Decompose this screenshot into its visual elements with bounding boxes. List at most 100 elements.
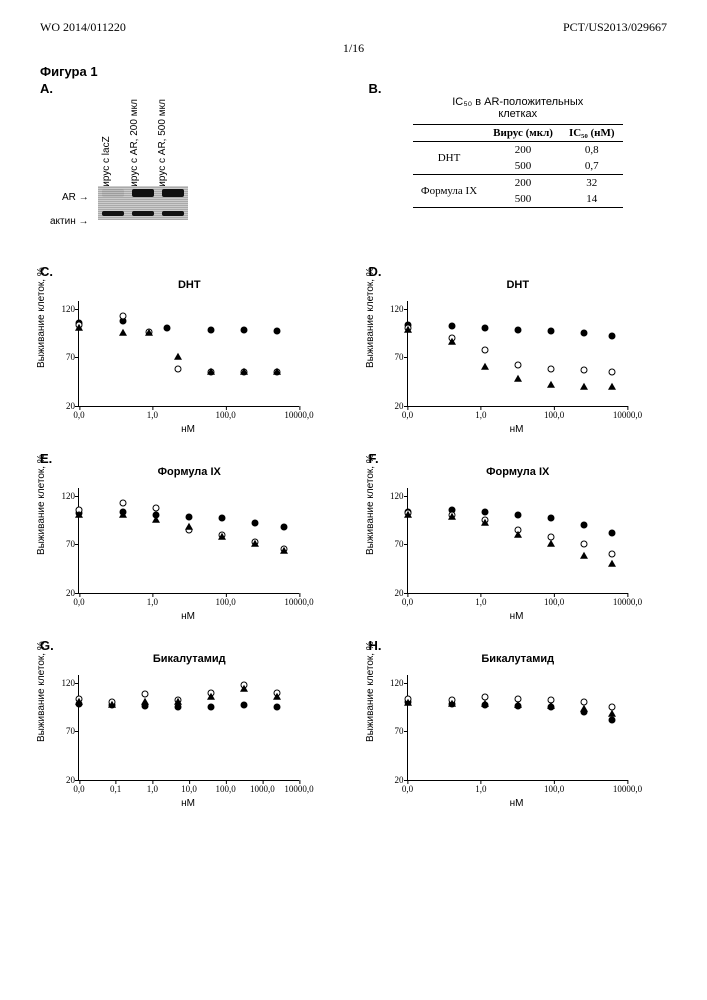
- y-axis-label: Выживание клеток, %: [365, 454, 376, 555]
- data-point: [175, 366, 182, 373]
- data-point: [120, 312, 127, 319]
- data-point: [580, 541, 587, 548]
- data-point: [241, 702, 248, 709]
- y-axis-label: Выживание клеток, %: [36, 267, 47, 368]
- y-axis-label: Выживание клеток, %: [36, 641, 47, 742]
- data-point: [448, 513, 456, 520]
- data-point: [404, 699, 412, 706]
- data-point: [280, 523, 287, 530]
- data-point: [119, 329, 127, 336]
- data-point: [207, 368, 215, 375]
- data-point: [119, 511, 127, 518]
- panel-b: B. IC₅₀ в AR-положительных клетках Вирус…: [369, 81, 668, 256]
- data-point: [218, 532, 226, 539]
- data-point: [580, 382, 588, 389]
- data-point: [252, 520, 259, 527]
- data-point: [481, 519, 489, 526]
- data-point: [273, 368, 281, 375]
- x-axis-label: нМ: [407, 611, 627, 622]
- data-point: [207, 693, 215, 700]
- data-point: [514, 512, 521, 519]
- scatter-plot: 12070200,01,0100,010000,0: [78, 301, 299, 407]
- ic50-table: Вирус (мкл) IC₅₀ (нМ) DHT 200 0,8 500 0,…: [413, 124, 623, 208]
- data-point: [580, 705, 588, 712]
- data-point: [208, 327, 215, 334]
- data-point: [580, 521, 587, 528]
- scatter-plot: 12070200,01,0100,010000,0: [78, 488, 299, 594]
- data-point: [514, 362, 521, 369]
- data-point: [547, 328, 554, 335]
- data-point: [514, 701, 522, 708]
- data-point: [580, 367, 587, 374]
- header-left: WO 2014/011220: [40, 20, 126, 35]
- data-point: [547, 702, 555, 709]
- data-point: [174, 353, 182, 360]
- data-point: [404, 511, 412, 518]
- page-number: 1/16: [40, 41, 667, 56]
- data-point: [481, 346, 488, 353]
- data-point: [274, 704, 281, 711]
- data-point: [547, 515, 554, 522]
- page-header: WO 2014/011220 PCT/US2013/029667: [40, 20, 667, 35]
- blot-row-actin: актин →: [50, 216, 89, 227]
- x-axis-label: нМ: [78, 424, 298, 435]
- data-point: [141, 698, 149, 705]
- data-point: [75, 324, 83, 331]
- panel-a-label: A.: [40, 81, 339, 96]
- blot-row-ar: AR →: [62, 192, 89, 203]
- data-point: [608, 710, 616, 717]
- panel-g: G. Бикалутамид Выживание клеток, %120702…: [40, 638, 339, 817]
- lane-label-2: вирус с AR, 200 мкл: [129, 99, 140, 192]
- x-axis-label: нМ: [78, 798, 298, 809]
- data-point: [608, 560, 616, 567]
- data-point: [448, 338, 456, 345]
- data-point: [152, 516, 160, 523]
- x-axis-label: нМ: [78, 611, 298, 622]
- data-point: [547, 533, 554, 540]
- data-point: [185, 523, 193, 530]
- scatter-plot: 12070200,01,0100,010000,0: [407, 675, 628, 781]
- data-point: [609, 333, 616, 340]
- data-point: [274, 328, 281, 335]
- data-point: [514, 375, 522, 382]
- x-axis-label: нМ: [407, 424, 627, 435]
- data-point: [580, 330, 587, 337]
- blot-bands: [98, 186, 188, 220]
- data-point: [481, 325, 488, 332]
- data-point: [142, 691, 149, 698]
- data-point: [280, 547, 288, 554]
- data-point: [251, 540, 259, 547]
- scatter-plot: 12070200,01,0100,010000,0: [407, 301, 628, 407]
- data-point: [273, 693, 281, 700]
- data-point: [481, 363, 489, 370]
- panel-d: D. DHT Выживание клеток, %12070200,01,01…: [369, 264, 668, 443]
- data-point: [164, 325, 171, 332]
- data-point: [547, 380, 555, 387]
- panel-c: C. DHT Выживание клеток, %12070200,01,01…: [40, 264, 339, 443]
- data-point: [608, 382, 616, 389]
- scatter-plot: 12070200,00,11,010,0100,01000,010000,0: [78, 675, 299, 781]
- data-point: [241, 327, 248, 334]
- data-point: [448, 323, 455, 330]
- data-point: [609, 529, 616, 536]
- lane-label-3: вирус с AR, 500 мкл: [157, 99, 168, 192]
- data-point: [481, 700, 489, 707]
- data-point: [547, 366, 554, 373]
- panel-h: H. Бикалутамид Выживание клеток, %120702…: [369, 638, 668, 817]
- data-point: [481, 509, 488, 516]
- western-blot: вирус с lacZ вирус с AR, 200 мкл вирус с…: [40, 96, 220, 256]
- data-point: [240, 368, 248, 375]
- data-point: [547, 540, 555, 547]
- scatter-plot: 12070200,01,0100,010000,0: [407, 488, 628, 594]
- data-point: [145, 329, 153, 336]
- x-axis-label: нМ: [407, 798, 627, 809]
- data-point: [609, 716, 616, 723]
- data-point: [514, 327, 521, 334]
- y-axis-label: Выживание клеток, %: [365, 641, 376, 742]
- figure-title: Фигура 1: [40, 64, 667, 79]
- y-axis-label: Выживание клеток, %: [365, 267, 376, 368]
- panel-f: F. Формула IX Выживание клеток, %1207020…: [369, 451, 668, 630]
- data-point: [580, 552, 588, 559]
- data-point: [186, 514, 193, 521]
- data-point: [448, 700, 456, 707]
